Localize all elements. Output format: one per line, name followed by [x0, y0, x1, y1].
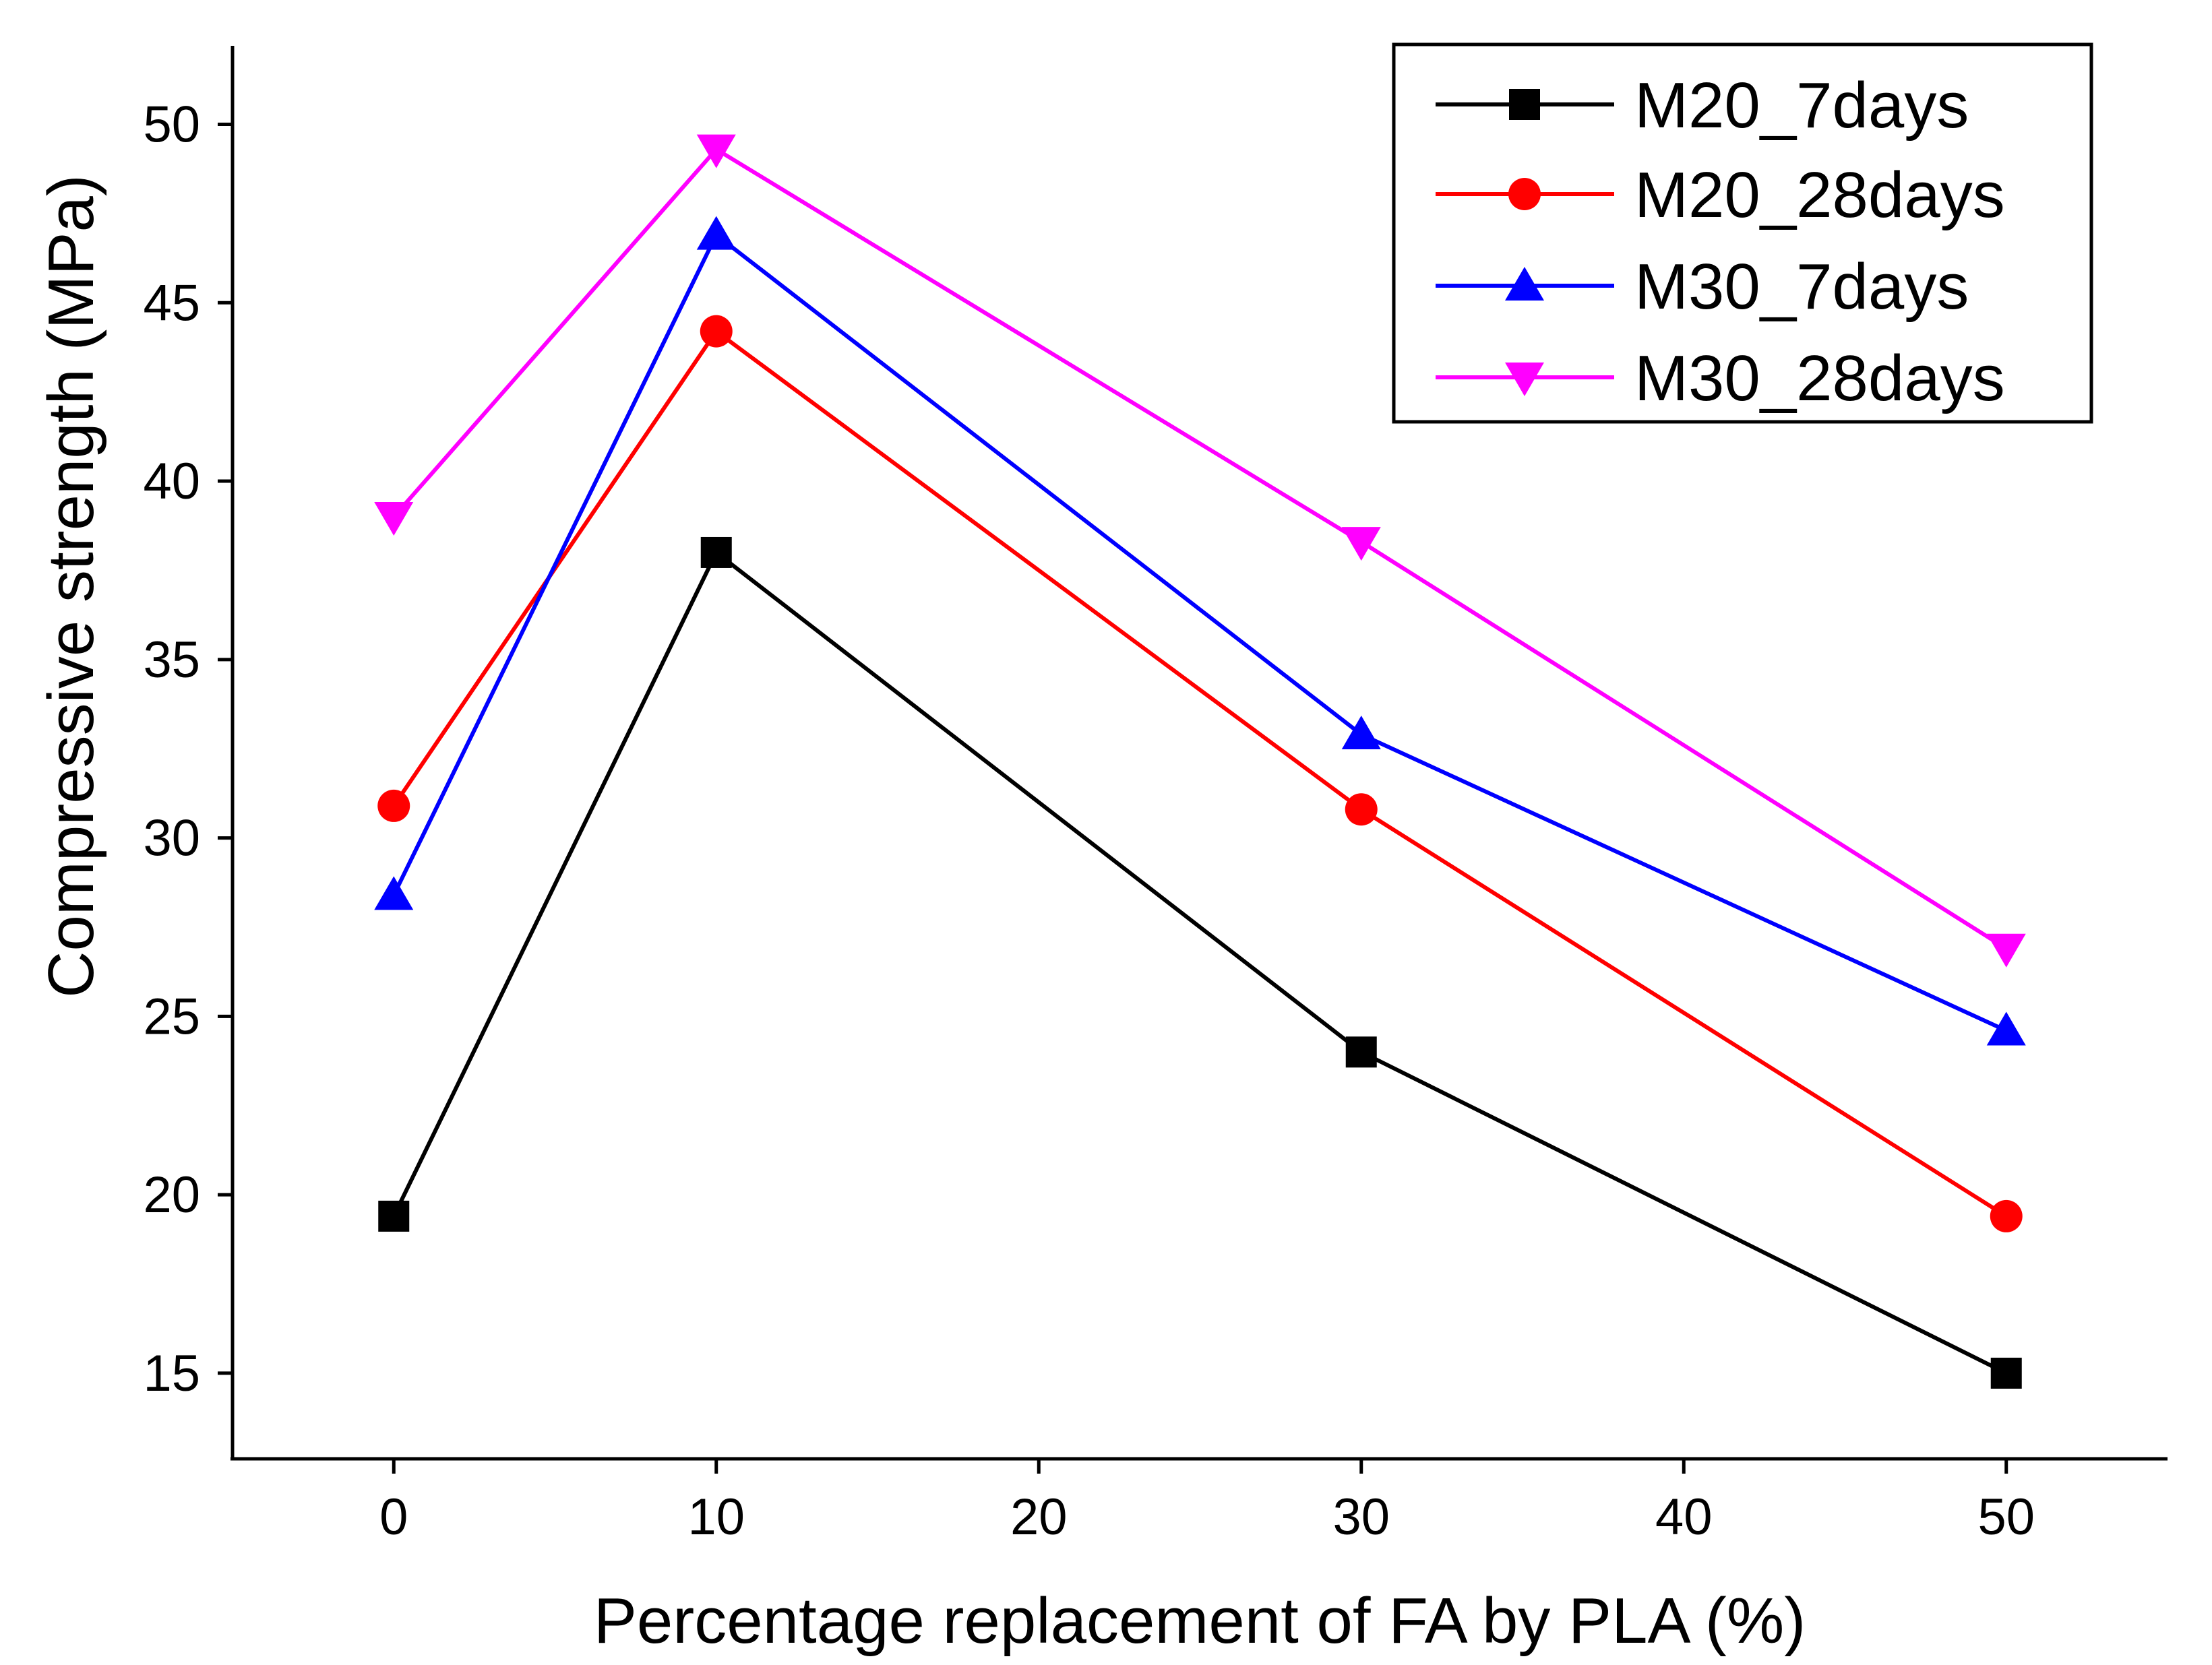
x-ticks: 0 10 20 30 40 50: [379, 1459, 2035, 1546]
data-point: [1341, 716, 1381, 750]
x-tick-label: 40: [1655, 1488, 1713, 1546]
legend-label: M30_28days: [1634, 342, 2005, 414]
data-point: [1990, 1199, 2023, 1232]
x-tick-label: 20: [1010, 1488, 1068, 1546]
x-axis-title: Percentage replacement of FA by PLA (%): [594, 1585, 1806, 1657]
x-tick-label: 30: [1332, 1488, 1390, 1546]
series-M20_7days: [378, 536, 2022, 1389]
data-point: [700, 315, 733, 348]
legend-label: M20_28days: [1634, 159, 2005, 231]
data-point: [1990, 1357, 2022, 1389]
series-line: [392, 550, 2008, 1375]
legend-entry: M20_28days: [1436, 159, 2005, 231]
x-tick-label: 10: [687, 1488, 745, 1546]
y-tick-label: 35: [143, 631, 200, 689]
data-point: [700, 536, 732, 568]
legend-entry: M30_7days: [1436, 251, 1969, 323]
data-point: [1345, 1036, 1377, 1068]
series-layer: [374, 134, 2026, 1389]
legend-marker: [1505, 363, 1544, 396]
y-tick-label: 40: [143, 453, 200, 510]
y-ticks: 15 20 25 30 35 40 45 50: [143, 96, 233, 1402]
y-tick-label: 45: [143, 274, 200, 332]
legend-label: M30_7days: [1634, 251, 1969, 323]
y-axis-title: Compressive strength (MPa): [35, 175, 107, 998]
data-point: [377, 789, 410, 822]
series-M30_28days: [374, 134, 2026, 968]
data-point: [1345, 793, 1378, 826]
data-point: [378, 1200, 410, 1232]
series-M30_7days: [374, 216, 2026, 1046]
x-tick-label: 50: [1977, 1488, 2035, 1546]
data-point: [1341, 527, 1381, 561]
legend-marker: [1509, 89, 1540, 120]
data-point: [1986, 1011, 2026, 1046]
data-point: [374, 876, 414, 910]
y-tick-label: 50: [143, 96, 200, 154]
y-tick-label: 30: [143, 810, 200, 867]
legend-entry: M20_7days: [1436, 69, 1969, 142]
legend-marker: [1508, 178, 1541, 210]
x-tick-label: 0: [379, 1488, 408, 1546]
y-tick-label: 25: [143, 988, 200, 1045]
legend: M20_7days M20_28days M30_7days M30_28days: [1392, 42, 2093, 424]
legend-entry: M30_28days: [1436, 342, 2005, 414]
series-line: [392, 147, 2008, 951]
legend-marker: [1505, 267, 1544, 301]
data-point: [696, 216, 736, 250]
data-point: [374, 502, 414, 536]
data-point: [1986, 933, 2026, 968]
axes: [231, 46, 2168, 1461]
series-M20_28days: [377, 315, 2023, 1232]
legend-items: M20_7days M20_28days M30_7days M30_28days: [1436, 69, 2005, 414]
legend-label: M20_7days: [1634, 69, 1969, 142]
data-point: [696, 134, 736, 168]
y-tick-label: 20: [143, 1166, 200, 1224]
series-line: [392, 232, 2008, 1033]
series-line: [392, 329, 2008, 1218]
y-tick-label: 15: [143, 1345, 200, 1402]
